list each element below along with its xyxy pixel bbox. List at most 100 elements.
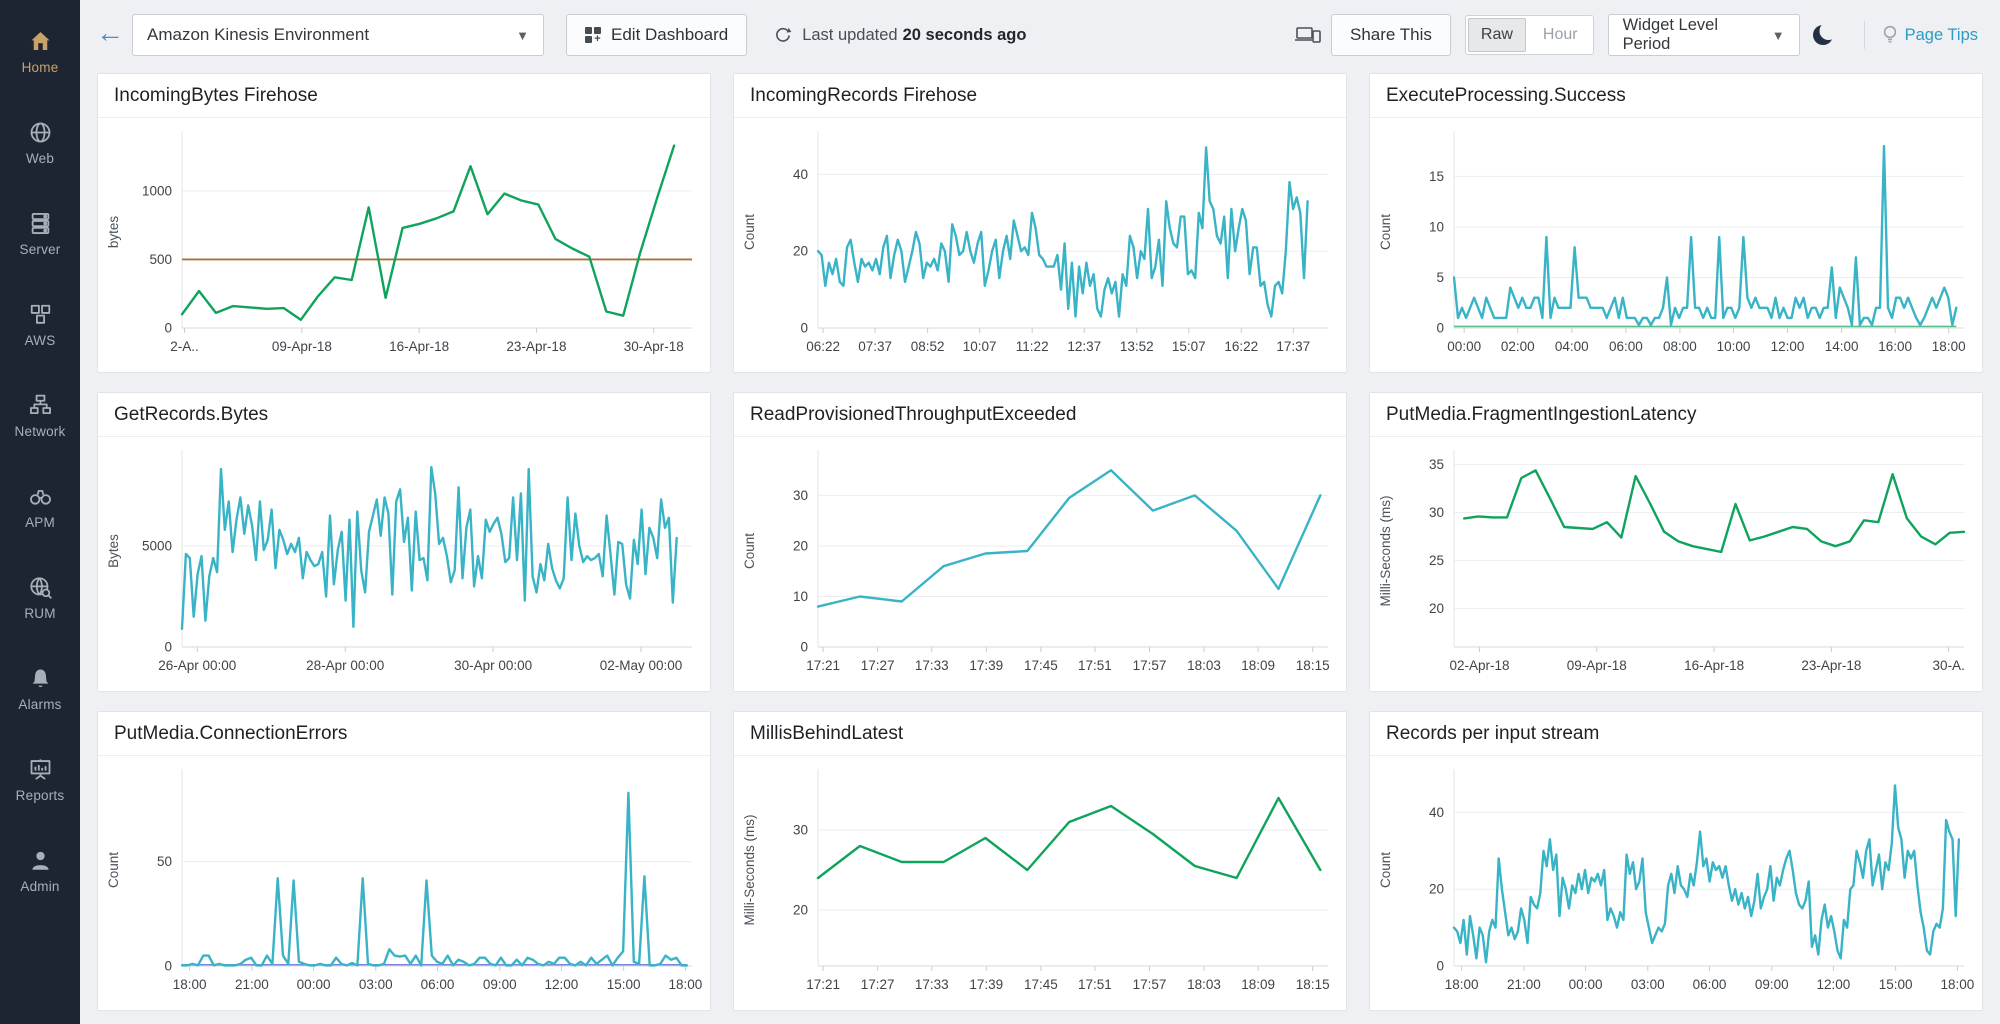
svg-text:18:03: 18:03 [1187,977,1221,992]
svg-text:40: 40 [793,167,808,182]
widget-period-value: Widget Level Period [1622,16,1718,53]
page-tips-link[interactable]: Page Tips [1881,24,1978,46]
svg-text:Milli-Seconds (ms): Milli-Seconds (ms) [742,814,757,925]
svg-text:17:33: 17:33 [915,658,949,673]
chart-card-getrecords-bytes: GetRecords.Bytes 0 5000 26-Apr 00:00 28-Apr … [97,392,711,692]
svg-text:14:00: 14:00 [1825,339,1859,354]
svg-text:16-Apr-18: 16-Apr-18 [389,339,449,354]
sidebar-item-network[interactable]: Network [0,370,80,461]
svg-text:15:00: 15:00 [607,977,641,992]
share-this-label: Share This [1350,25,1432,44]
svg-text:0: 0 [164,640,172,655]
sidebar-item-reports[interactable]: Reports [0,734,80,825]
edit-dashboard-label: Edit Dashboard [611,25,729,44]
chart-body-putmedia-connectionerrors[interactable]: 0 50 18:00 21:00 00:00 03:00 06:00 09:00 12:00 15… [98,758,710,1008]
svg-text:13:52: 13:52 [1120,339,1154,354]
chart-body-incomingrecords-firehose[interactable]: 0 20 40 06:22 07:37 08:52 10:07 11:22 12:37 13:52… [734,120,1346,370]
chart-canvas-getrecords-bytes[interactable]: 0 5000 26-Apr 00:00 28-Apr 00:00 30-Apr 00:0… [98,439,710,689]
chart-card-putmedia-fragmentingestionlatency: PutMedia.FragmentIngestionLatency 20 25 30 3… [1369,392,1983,692]
granularity-option-raw[interactable]: Raw [1467,18,1526,52]
svg-text:30: 30 [793,488,808,503]
refresh-icon[interactable] [773,25,793,45]
chart-body-readprovisionedthroughputexceeded[interactable]: 0 10 20 30 17:21 17:27 17:33 17:39 17:45 17:51 17:… [734,439,1346,689]
chart-canvas-executeprocessing-success[interactable]: 0 5 10 15 00:00 02:00 04:00 06:00 08:00 10:00 12:0… [1370,120,1982,370]
chart-canvas-millisbehindlatest[interactable]: 20 30 17:21 17:27 17:33 17:39 17:45 17:51 17:57 1… [734,758,1346,1008]
chart-title: PutMedia.ConnectionErrors [98,712,710,756]
svg-text:02-Apr-18: 02-Apr-18 [1449,658,1509,673]
chart-canvas-incomingrecords-firehose[interactable]: 0 20 40 06:22 07:37 08:52 10:07 11:22 12:37 13:52… [734,120,1346,370]
chart-body-millisbehindlatest[interactable]: 20 30 17:21 17:27 17:33 17:39 17:45 17:51 17:57 1… [734,758,1346,1008]
chart-card-millisbehindlatest: MillisBehindLatest 20 30 17:21 17:27 17:33 17:… [733,711,1347,1011]
svg-text:17:57: 17:57 [1133,658,1167,673]
presentation-icon [30,759,50,780]
chart-canvas-records-per-input-stream[interactable]: 0 20 40 18:00 21:00 00:00 03:00 06:00 09:00 12:00… [1370,758,1982,1008]
svg-text:00:00: 00:00 [297,977,331,992]
svg-text:10: 10 [793,589,808,604]
moon-dark-mode-icon[interactable] [1809,20,1839,50]
svg-text:18:00: 18:00 [668,977,702,992]
edit-dashboard-button[interactable]: + Edit Dashboard [566,14,748,56]
svg-text:17:45: 17:45 [1024,977,1058,992]
devices-icon[interactable] [1294,23,1322,47]
sidebar-item-aws[interactable]: AWS [0,279,80,370]
network-icon [29,394,51,415]
dashboard-select[interactable]: Amazon Kinesis Environment ▼ [132,14,544,56]
chart-card-executeprocessing-success: ExecuteProcessing.Success 0 5 10 15 00:00 02:0… [1369,73,1983,373]
chart-canvas-incomingbytes-firehose[interactable]: 0 500 1000 2-A.. 09-Apr-18 16-Apr-18 23-Apr-18… [98,120,710,370]
chart-body-executeprocessing-success[interactable]: 0 5 10 15 00:00 02:00 04:00 06:00 08:00 10:00 12:0… [1370,120,1982,370]
chart-title: IncomingRecords Firehose [734,74,1346,118]
svg-text:16:22: 16:22 [1224,339,1258,354]
chart-body-putmedia-fragmentingestionlatency[interactable]: 20 25 30 35 02-Apr-18 09-Apr-18 16-Apr-18 23-Ap… [1370,439,1982,689]
svg-text:18:09: 18:09 [1241,977,1275,992]
svg-text:500: 500 [149,252,172,267]
chart-canvas-readprovisionedthroughputexceeded[interactable]: 0 10 20 30 17:21 17:27 17:33 17:39 17:45 17:51 17:… [734,439,1346,689]
sidebar-item-label: Web [25,151,55,166]
chart-body-records-per-input-stream[interactable]: 0 20 40 18:00 21:00 00:00 03:00 06:00 09:00 12:00… [1370,758,1982,1008]
back-arrow-icon[interactable]: ← [96,17,124,48]
svg-text:20: 20 [793,244,808,259]
sidebar-item-admin[interactable]: Admin [0,825,80,916]
sidebar-item-label: APM [25,515,55,530]
svg-text:40: 40 [1429,805,1444,820]
granularity-option-hour[interactable]: Hour [1542,26,1578,43]
svg-text:Count: Count [742,214,757,250]
svg-text:Count: Count [1378,852,1393,888]
sidebar-item-alarms[interactable]: Alarms [0,643,80,734]
svg-text:16-Apr-18: 16-Apr-18 [1684,658,1744,673]
sidebar-item-web[interactable]: Web [0,97,80,188]
svg-text:0: 0 [164,321,172,336]
last-updated: Last updated 20 seconds ago [773,25,1026,45]
svg-text:17:33: 17:33 [915,977,949,992]
chart-body-getrecords-bytes[interactable]: 0 5000 26-Apr 00:00 28-Apr 00:00 30-Apr 00:0… [98,439,710,689]
svg-text:35: 35 [1429,457,1444,472]
svg-text:15:07: 15:07 [1172,339,1206,354]
svg-text:10:07: 10:07 [963,339,997,354]
chevron-down-icon: ▼ [516,27,529,43]
svg-text:17:51: 17:51 [1078,658,1112,673]
svg-text:25: 25 [1429,553,1444,568]
sidebar: Home Web Server AWS Network APM RUM Alarms Repor… [0,0,80,1024]
divider [1863,21,1865,49]
sidebar-item-home[interactable]: Home [0,6,80,97]
chart-body-incomingbytes-firehose[interactable]: 0 500 1000 2-A.. 09-Apr-18 16-Apr-18 23-Apr-18… [98,120,710,370]
svg-text:bytes: bytes [106,216,121,249]
sidebar-item-rum[interactable]: RUM [0,552,80,643]
chart-title: GetRecords.Bytes [98,393,710,437]
svg-text:03:00: 03:00 [359,977,393,992]
share-this-button[interactable]: Share This [1331,14,1451,56]
svg-text:0: 0 [1436,959,1444,974]
sidebar-item-label: Admin [20,879,60,894]
svg-text:06:22: 06:22 [806,339,840,354]
chart-canvas-putmedia-connectionerrors[interactable]: 0 50 18:00 21:00 00:00 03:00 06:00 09:00 12:00 15… [98,758,710,1008]
chart-title: PutMedia.FragmentIngestionLatency [1370,393,1982,437]
chevron-down-icon: ▼ [1771,27,1785,43]
person-icon [31,851,49,870]
svg-text:02:00: 02:00 [1501,339,1535,354]
svg-text:18:15: 18:15 [1296,658,1330,673]
chart-canvas-putmedia-fragmentingestionlatency[interactable]: 20 25 30 35 02-Apr-18 09-Apr-18 16-Apr-18 23-Ap… [1370,439,1982,689]
svg-text:1000: 1000 [142,183,172,198]
sidebar-item-apm[interactable]: APM [0,461,80,552]
sidebar-item-server[interactable]: Server [0,188,80,279]
chart-card-records-per-input-stream: Records per input stream 0 20 40 18:00 21:00 0… [1369,711,1983,1011]
widget-period-select[interactable]: Widget Level Period ▼ [1607,14,1800,56]
